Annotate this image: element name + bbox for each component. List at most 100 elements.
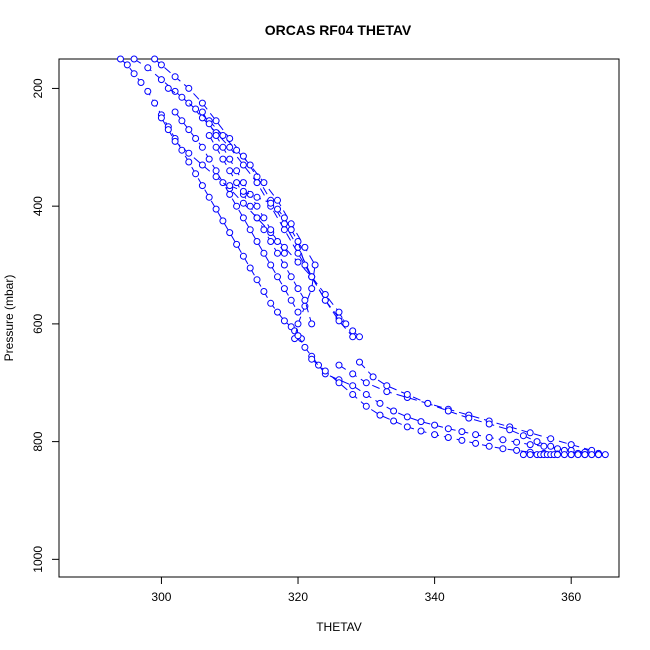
data-point [123, 61, 131, 69]
data-point [301, 261, 309, 269]
series [226, 182, 309, 269]
data-point [274, 205, 281, 213]
data-point [260, 179, 268, 187]
y-tick-label: 400 [31, 196, 45, 216]
data-point [137, 79, 145, 86]
data-point [267, 199, 275, 207]
series [198, 108, 288, 257]
data-point [547, 442, 555, 450]
data-point [198, 182, 206, 190]
data-point [294, 285, 302, 293]
data-point [130, 55, 138, 63]
data-point [260, 249, 268, 257]
data-point [226, 167, 234, 175]
data-point [383, 388, 391, 396]
data-point [560, 451, 568, 459]
x-axis: 300 320 340 360 [151, 577, 582, 604]
data-point [417, 418, 425, 426]
data-point [239, 199, 247, 207]
data-point [513, 446, 521, 454]
y-tick-label: 800 [31, 431, 45, 451]
data-point [431, 431, 439, 439]
y-tick-label: 600 [31, 314, 45, 334]
data-point [280, 261, 288, 269]
data-point [362, 402, 370, 410]
data-point [485, 434, 493, 441]
data-point [178, 93, 186, 101]
data-point [485, 420, 493, 428]
data-point [342, 320, 350, 328]
data-point [260, 214, 268, 222]
data-point [144, 87, 152, 95]
data-point [260, 226, 268, 234]
data-point [390, 407, 398, 415]
data-point [513, 438, 521, 446]
data-point [444, 434, 452, 441]
data-point [369, 373, 377, 381]
data-point [192, 105, 200, 113]
data-point [349, 382, 357, 390]
data-point [185, 149, 193, 157]
data-point [280, 285, 288, 293]
x-axis-label: THETAV [316, 620, 362, 634]
data-point [362, 391, 370, 398]
data-point [424, 399, 432, 407]
data-point [267, 261, 275, 269]
data-point [239, 187, 247, 195]
data-point [212, 117, 220, 125]
series [519, 451, 602, 459]
data-point [287, 226, 295, 234]
data-point [287, 220, 295, 228]
series-line [208, 135, 313, 325]
data-point [383, 382, 391, 390]
data-point [253, 238, 261, 245]
x-tick-label: 340 [425, 590, 445, 604]
data-point [499, 445, 507, 453]
data-point [212, 143, 220, 151]
data-point [519, 432, 527, 440]
data-point [356, 358, 363, 366]
data-point [117, 55, 124, 63]
data-point [239, 152, 247, 160]
data-point [212, 205, 220, 213]
data-point [151, 55, 159, 63]
data-point [301, 296, 309, 304]
data-point [349, 391, 357, 398]
data-point [185, 126, 193, 134]
data-point [192, 170, 200, 178]
data-point [294, 308, 302, 316]
data-point [233, 146, 241, 154]
data-point [267, 226, 275, 234]
data-point [376, 411, 384, 419]
y-axis: 200 400 600 800 1000 [31, 78, 59, 573]
data-point [403, 413, 411, 421]
data-point [588, 451, 596, 459]
data-point [219, 155, 227, 163]
data-point [246, 190, 254, 198]
series [294, 332, 609, 459]
data-point [178, 146, 186, 154]
series [117, 55, 305, 343]
series-line [359, 361, 579, 454]
data-point [274, 196, 281, 204]
data-point [417, 427, 425, 435]
data-point [274, 249, 281, 257]
data-point [294, 258, 302, 266]
data-point [212, 132, 220, 139]
data-point [403, 391, 411, 398]
data-point [205, 120, 213, 128]
data-point [226, 155, 234, 163]
data-point [253, 202, 261, 210]
data-point [246, 226, 254, 234]
data-point [246, 161, 254, 169]
data-point [554, 451, 561, 459]
series [205, 132, 316, 328]
data-point [533, 438, 541, 446]
data-point [472, 431, 480, 439]
data-point [219, 143, 227, 151]
data-point [171, 137, 179, 145]
data-point [267, 299, 275, 307]
data-point [253, 193, 261, 201]
data-point [185, 84, 193, 92]
